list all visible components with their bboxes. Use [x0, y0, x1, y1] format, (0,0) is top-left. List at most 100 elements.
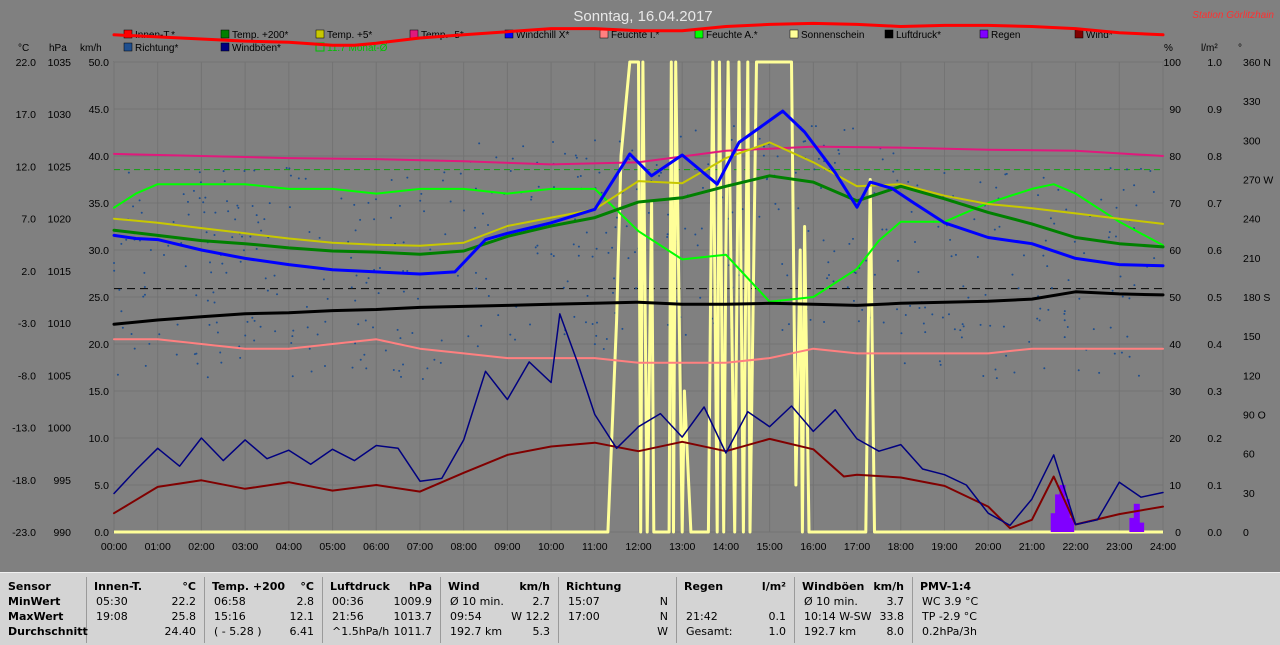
direction-point: [797, 207, 800, 210]
direction-point: [495, 156, 498, 159]
direction-point: [192, 189, 195, 192]
direction-point: [251, 316, 254, 319]
direction-point: [765, 178, 768, 181]
x-tick-label: 15:00: [756, 541, 782, 553]
direction-point: [814, 125, 817, 128]
wind-tick-label: 35.0: [89, 198, 110, 210]
direction-point: [1113, 352, 1116, 355]
direction-point: [215, 321, 218, 324]
rain-tick-label: 0.8: [1207, 151, 1222, 163]
direction-tick-label: 120: [1243, 370, 1261, 382]
direction-point: [203, 211, 206, 214]
direction-point: [308, 231, 311, 234]
direction-point: [249, 235, 252, 238]
direction-point: [158, 333, 161, 336]
direction-point: [530, 198, 533, 201]
direction-point: [852, 127, 855, 130]
stats-group-title: Temp. +200: [212, 580, 286, 593]
direction-point: [304, 177, 307, 180]
direction-point: [130, 333, 133, 336]
direction-point: [679, 135, 682, 138]
direction-point: [1119, 275, 1122, 278]
direction-point: [892, 170, 895, 173]
direction-point: [865, 259, 868, 262]
direction-point: [647, 211, 650, 214]
direction-point: [572, 243, 575, 246]
legend-swatch: [220, 29, 230, 39]
direction-point: [1049, 217, 1052, 220]
direction-point: [550, 253, 553, 256]
pressure-unit: hPa: [49, 43, 67, 54]
direction-point: [237, 206, 240, 209]
direction-point: [143, 293, 146, 296]
direction-point: [365, 367, 368, 370]
temp-tick-label: -13.0: [12, 423, 36, 435]
legend-label: Windböen*: [232, 43, 281, 54]
stats-row-value: 1011.7: [393, 625, 433, 638]
direction-point: [758, 137, 761, 140]
direction-point: [1022, 254, 1025, 257]
direction-point: [214, 211, 217, 214]
direction-point: [631, 149, 634, 152]
direction-point: [355, 274, 358, 277]
direction-point: [187, 213, 190, 216]
stats-row-label: ( - 5.28 ): [214, 625, 262, 638]
series-luftdruck: [112, 290, 1165, 326]
legend-item-windb-en: Windböen*: [220, 42, 281, 54]
direction-point: [667, 213, 670, 216]
direction-point: [566, 280, 569, 283]
direction-point: [585, 157, 588, 160]
direction-point: [625, 225, 628, 228]
direction-point: [373, 218, 376, 221]
x-tick-label: 12:00: [625, 541, 651, 553]
direction-point: [595, 247, 598, 250]
direction-point: [205, 231, 208, 234]
direction-point: [226, 200, 229, 203]
wind-tick-label: 50.0: [89, 57, 110, 69]
direction-point: [813, 168, 816, 171]
x-tick-labels: 00:00 01:00 02:00 03:00 04:00 05:00 06:00 07:00…: [101, 541, 1176, 553]
stats-row-label: WC 3.9 °C: [922, 595, 979, 608]
legend-label: Luftdruck*: [896, 30, 941, 41]
direction-point: [118, 288, 121, 291]
wind-tick-label: 10.0: [89, 433, 110, 445]
stats-group-title: Windböen: [802, 580, 865, 593]
series-windchill-x: [112, 109, 1165, 276]
direction-point: [777, 208, 780, 211]
direction-point: [1149, 170, 1152, 173]
rain-bar: [1059, 485, 1066, 532]
direction-point: [273, 274, 276, 277]
direction-point: [175, 353, 178, 356]
direction-point: [481, 212, 484, 215]
direction-point: [474, 271, 477, 274]
legend-swatch: [315, 29, 325, 39]
direction-point: [896, 179, 899, 182]
direction-point: [699, 296, 702, 299]
pressure-tick-label: 1005: [48, 370, 72, 382]
direction-point: [289, 174, 292, 177]
direction-point: [931, 313, 934, 316]
direction-point: [396, 328, 399, 331]
direction-point: [221, 262, 224, 265]
direction-point: [833, 161, 836, 164]
humidity-tick-label: 90: [1169, 104, 1181, 116]
direction-point: [162, 253, 165, 256]
direction-point: [323, 364, 326, 367]
x-tick-label: 08:00: [451, 541, 477, 553]
direction-point: [962, 325, 965, 328]
direction-point: [198, 197, 201, 200]
direction-point: [242, 249, 245, 252]
wind-tick-label: 25.0: [89, 292, 110, 304]
direction-point: [266, 289, 269, 292]
direction-point: [995, 186, 998, 189]
direction-point: [804, 140, 807, 143]
legend-label: Regen: [991, 30, 1020, 41]
direction-point: [1115, 206, 1118, 209]
direction-point: [833, 250, 836, 253]
direction-point: [953, 328, 956, 331]
temp-tick-label: -18.0: [12, 475, 36, 487]
direction-point: [274, 330, 277, 333]
direction-point: [1077, 369, 1080, 372]
direction-point: [684, 227, 687, 230]
direction-point: [607, 251, 610, 254]
